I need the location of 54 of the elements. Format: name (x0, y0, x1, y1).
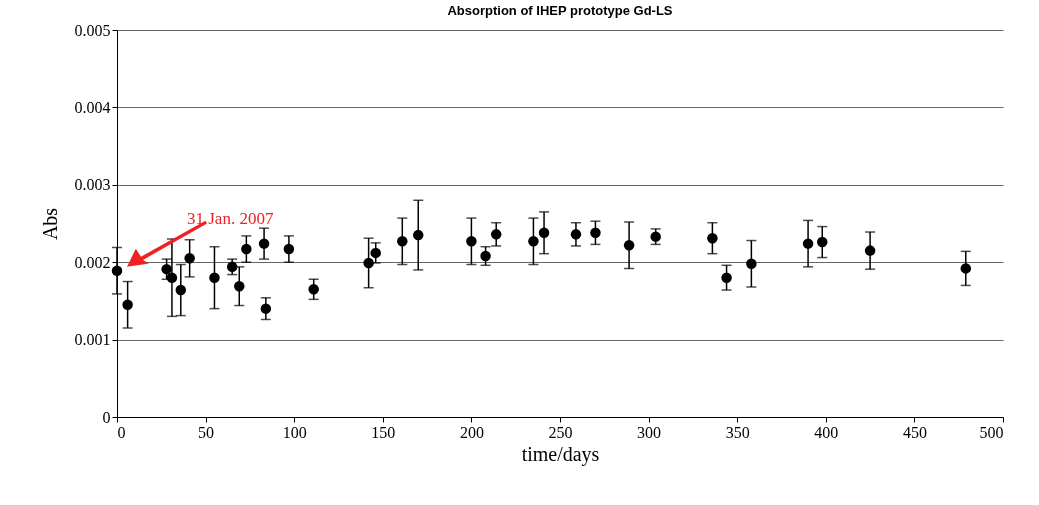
point (623, 239, 635, 251)
x-tick-label: 50 (198, 423, 215, 441)
point (590, 227, 601, 239)
x-tick-label: 0 (117, 423, 126, 441)
x-tick-label: 300 (637, 423, 662, 441)
point (802, 238, 814, 249)
point (184, 253, 195, 264)
point (397, 236, 408, 247)
point (721, 272, 732, 283)
point (122, 299, 133, 310)
annotation: 31 Jan. 2007 (187, 208, 274, 228)
y-tick-label: 0 (102, 408, 111, 426)
point (490, 229, 502, 240)
point (413, 229, 424, 241)
point (363, 257, 374, 269)
x-tick-label: 500 (979, 423, 1004, 441)
point (241, 243, 252, 255)
y-axis-title: Abs (38, 207, 61, 241)
point (960, 263, 972, 274)
x-tick-label: 450 (902, 423, 927, 441)
y-tick-label: 0.003 (74, 176, 111, 194)
point (817, 236, 828, 248)
y-tick-label: 0.004 (74, 98, 111, 116)
point (283, 243, 295, 255)
point (175, 284, 187, 296)
x-axis-title: time/days (521, 442, 600, 466)
point (528, 236, 539, 247)
point (707, 232, 718, 244)
point (538, 227, 550, 239)
point (258, 238, 270, 249)
x-tick-label: 400 (814, 423, 839, 441)
x-tick-label: 100 (282, 423, 307, 441)
point (570, 229, 582, 240)
point (370, 247, 381, 259)
point (864, 245, 876, 256)
point (166, 272, 178, 283)
point (234, 280, 245, 292)
point (260, 303, 272, 314)
point (466, 236, 477, 247)
x-tick-label: 150 (371, 423, 396, 441)
y-tick-label: 0.002 (74, 253, 111, 271)
y-tick-label: 0.001 (74, 331, 111, 349)
point (161, 263, 172, 275)
point (111, 265, 123, 276)
x-tick-label: 200 (459, 423, 484, 441)
point (308, 284, 319, 295)
point (650, 231, 661, 242)
point (746, 258, 757, 269)
y-tick-label: 0.005 (74, 21, 111, 39)
point (209, 272, 220, 283)
point (480, 250, 491, 262)
x-tick-label: 250 (548, 423, 573, 441)
x-tick-label: 350 (725, 423, 750, 441)
chart-title: Absorption of IHEP prototype Gd-LS (447, 3, 673, 18)
